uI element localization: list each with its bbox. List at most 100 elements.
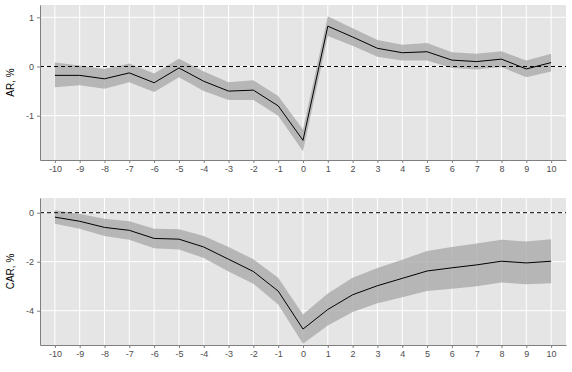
- x-tick-label: 10: [547, 164, 557, 174]
- x-tick-label: -10: [49, 349, 62, 359]
- x-tick-mark: [154, 160, 155, 163]
- x-tick-mark: [129, 160, 130, 163]
- x-tick-mark: [427, 345, 428, 348]
- x-tick-label: 10: [547, 349, 557, 359]
- x-tick: -7: [126, 345, 134, 359]
- x-tick: 2: [351, 345, 356, 359]
- grid: [40, 198, 566, 345]
- x-tick: -10: [49, 345, 62, 359]
- grid-line-y: [40, 17, 566, 18]
- x-tick-mark: [229, 160, 230, 163]
- x-tick-label: -3: [225, 164, 233, 174]
- x-tick-label: -6: [151, 164, 159, 174]
- panel: -10-9-8-7-6-5-4-3-2-1012345678910-101AR,…: [5, 5, 567, 174]
- x-tick-mark: [55, 345, 56, 348]
- marks: [40, 210, 566, 344]
- x-tick-label: 2: [351, 349, 356, 359]
- x-tick: 5: [425, 345, 430, 359]
- y-tick: 1: [29, 13, 40, 23]
- x-tick: -8: [101, 345, 109, 359]
- x-tick-mark: [526, 345, 527, 348]
- grid-line-x: [526, 5, 527, 160]
- x-tick-label: -5: [175, 164, 183, 174]
- x-tick-mark: [179, 345, 180, 348]
- x-tick: -9: [76, 345, 84, 359]
- y-tick: 0: [29, 208, 40, 218]
- x-tick: 4: [400, 345, 405, 359]
- x-tick-mark: [154, 345, 155, 348]
- x-axis: -10-9-8-7-6-5-4-3-2-1012345678910: [41, 345, 567, 359]
- x-tick-label: 3: [375, 349, 380, 359]
- x-tick-mark: [452, 160, 453, 163]
- x-tick-mark: [477, 160, 478, 163]
- x-tick-mark: [328, 345, 329, 348]
- x-tick-mark: [105, 160, 106, 163]
- plot-background: [40, 198, 566, 345]
- x-tick: 10: [547, 160, 557, 174]
- y-axis-line: [40, 199, 41, 346]
- x-tick-mark: [80, 160, 81, 163]
- y-tick-label: 1: [29, 13, 34, 23]
- grid-line-x: [551, 5, 552, 160]
- x-tick-label: -3: [225, 349, 233, 359]
- x-tick-label: 8: [499, 164, 504, 174]
- x-tick: -8: [101, 160, 109, 174]
- x-tick-label: 1: [326, 164, 331, 174]
- x-tick-label: 0: [301, 164, 306, 174]
- x-tick-mark: [253, 345, 254, 348]
- x-tick-mark: [526, 160, 527, 163]
- x-tick: 10: [547, 345, 557, 359]
- x-tick: 3: [375, 160, 380, 174]
- grid-line-x: [427, 5, 428, 160]
- x-tick-mark: [55, 160, 56, 163]
- y-tick-mark: [37, 67, 40, 68]
- x-tick: 5: [425, 160, 430, 174]
- y-tick-label: -2: [26, 257, 34, 267]
- y-axis-line: [40, 6, 41, 161]
- y-tick: 0: [29, 62, 40, 72]
- grid: [40, 5, 566, 160]
- x-tick-mark: [105, 345, 106, 348]
- x-tick-label: -9: [76, 164, 84, 174]
- x-tick-mark: [353, 160, 354, 163]
- x-tick: -5: [175, 345, 183, 359]
- x-tick: -1: [275, 345, 283, 359]
- grid-line-x: [203, 198, 204, 345]
- x-tick-mark: [452, 345, 453, 348]
- y-tick-mark: [37, 262, 40, 263]
- x-tick: 6: [450, 160, 455, 174]
- grid-line-x: [476, 5, 477, 160]
- x-tick-mark: [328, 160, 329, 163]
- x-tick-label: 5: [425, 349, 430, 359]
- y-axis-title: AR, %: [5, 68, 16, 96]
- x-tick-label: -4: [200, 349, 208, 359]
- x-tick-label: 4: [400, 349, 405, 359]
- x-tick-label: 2: [351, 164, 356, 174]
- grid-line-x: [451, 5, 452, 160]
- x-tick-label: -10: [49, 164, 62, 174]
- x-tick: 7: [475, 160, 480, 174]
- grid-line-x: [129, 5, 130, 160]
- x-tick: -5: [175, 160, 183, 174]
- x-tick: 9: [524, 160, 529, 174]
- x-tick-mark: [129, 345, 130, 348]
- x-tick: 1: [326, 345, 331, 359]
- grid-line-y: [40, 310, 566, 311]
- x-tick: 0: [301, 160, 306, 174]
- x-tick-mark: [303, 345, 304, 348]
- x-tick-mark: [402, 160, 403, 163]
- y-axis: -4-20: [26, 199, 41, 346]
- x-tick-mark: [278, 160, 279, 163]
- x-tick: 9: [524, 345, 529, 359]
- x-tick-mark: [402, 345, 403, 348]
- x-tick-mark: [477, 345, 478, 348]
- x-tick-label: 7: [475, 164, 480, 174]
- chart-root: -10-9-8-7-6-5-4-3-2-1012345678910-101AR,…: [0, 0, 572, 372]
- grid-line-y: [40, 212, 566, 213]
- x-tick: -10: [49, 160, 62, 174]
- x-tick: -4: [200, 160, 208, 174]
- x-tick-mark: [551, 160, 552, 163]
- x-tick: 7: [475, 345, 480, 359]
- x-tick: -2: [250, 345, 258, 359]
- x-axis: -10-9-8-7-6-5-4-3-2-1012345678910: [41, 160, 567, 174]
